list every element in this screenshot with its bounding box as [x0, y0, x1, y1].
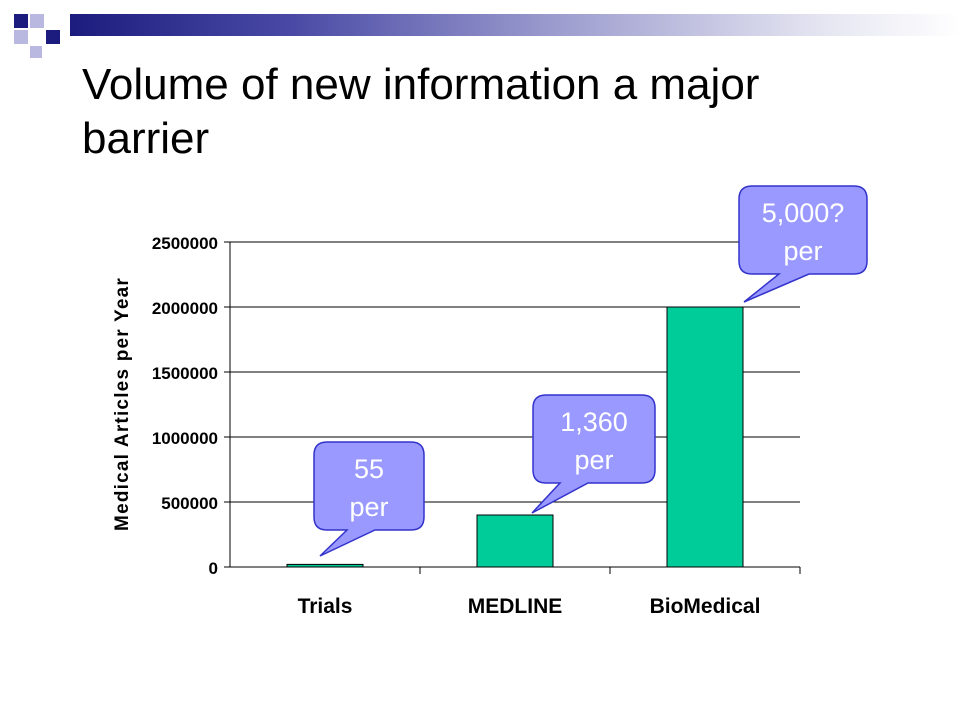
deco-square-light-1	[30, 14, 44, 28]
callout-text-medline: 1,360 per	[533, 403, 655, 479]
callout-line: 55	[353, 454, 385, 484]
callout-line: per	[783, 236, 823, 266]
callout-text-biomedical: 5,000? per	[739, 194, 867, 270]
slide-title: Volume of new information a major barrie…	[82, 58, 882, 166]
callout-line: 5,000?	[761, 198, 845, 228]
callout-bubble-medline	[531, 394, 656, 514]
y-tick-label: 2000000	[152, 299, 218, 318]
y-tick-label: 500000	[161, 494, 218, 513]
callout-line: per	[349, 492, 389, 522]
bar-medline	[476, 514, 554, 568]
deco-square-dark-1	[14, 14, 28, 28]
deco-square-dark-2	[46, 30, 60, 44]
callout-bubble-trials	[313, 441, 425, 557]
slide-title-line-1: Volume of new information a major	[82, 60, 760, 109]
y-tick-label: 1000000	[152, 429, 218, 448]
y-axis-label: Medical Articles per Year	[112, 277, 133, 531]
callout-line: per	[574, 445, 614, 475]
y-tick-label: 2500000	[152, 234, 218, 253]
deco-square-light-2	[14, 30, 28, 44]
chart-callouts	[313, 185, 868, 557]
deco-square-light-3	[30, 46, 42, 58]
callout-bubble-biomedical	[738, 185, 868, 303]
slide-title-line-2: barrier	[82, 114, 210, 163]
x-tick-label: Trials	[298, 595, 353, 618]
decorative-squares-icon	[14, 14, 70, 58]
chart-y-ticks: 0 500000 1000000 1500000 2000000 2500000	[152, 234, 230, 578]
header-gradient-band	[70, 14, 960, 36]
chart-bars	[286, 306, 744, 568]
y-tick-label: 1500000	[152, 364, 218, 383]
chart-axes	[229, 242, 800, 568]
x-tick-label: MEDLINE	[468, 595, 563, 618]
callout-text-trials: 55 per	[314, 450, 424, 526]
callout-line: 1,360	[560, 407, 628, 437]
y-tick-label: 0	[209, 559, 218, 578]
bar-biomedical	[666, 306, 744, 568]
chart-x-ticks: Trials MEDLINE BioMedical	[298, 567, 801, 618]
x-tick-label: BioMedical	[650, 595, 761, 618]
